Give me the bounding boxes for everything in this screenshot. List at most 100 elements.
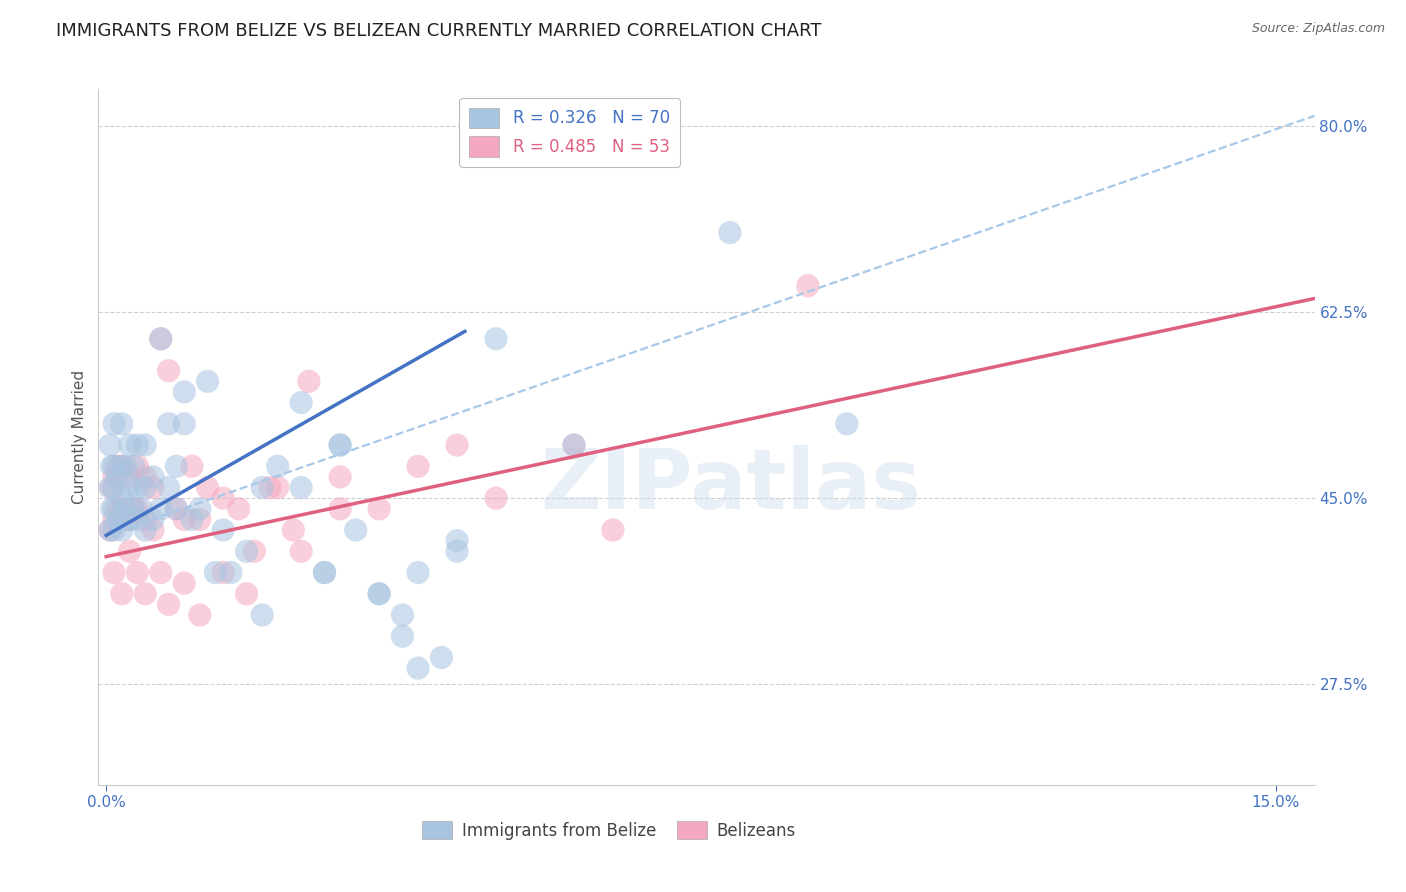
- Point: [134, 587, 156, 601]
- Point: [103, 566, 125, 580]
- Point: [114, 512, 136, 526]
- Point: [181, 512, 204, 526]
- Point: [118, 512, 141, 526]
- Point: [718, 226, 741, 240]
- Point: [111, 459, 134, 474]
- Point: [103, 481, 125, 495]
- Point: [127, 459, 149, 474]
- Point: [111, 523, 134, 537]
- Point: [107, 459, 129, 474]
- Point: [212, 491, 235, 505]
- Point: [165, 501, 187, 516]
- Point: [406, 566, 429, 580]
- Point: [329, 501, 352, 516]
- Point: [149, 332, 172, 346]
- Point: [446, 533, 468, 548]
- Legend: Immigrants from Belize, Belizeans: Immigrants from Belize, Belizeans: [416, 814, 803, 847]
- Point: [430, 650, 453, 665]
- Point: [219, 566, 242, 580]
- Point: [314, 566, 336, 580]
- Point: [173, 512, 195, 526]
- Point: [446, 544, 468, 558]
- Point: [118, 438, 141, 452]
- Point: [129, 501, 152, 516]
- Point: [212, 523, 235, 537]
- Point: [127, 501, 149, 516]
- Point: [107, 501, 129, 516]
- Point: [142, 481, 165, 495]
- Point: [149, 501, 172, 516]
- Point: [173, 384, 195, 399]
- Point: [107, 512, 129, 526]
- Point: [368, 587, 391, 601]
- Point: [165, 501, 187, 516]
- Point: [406, 459, 429, 474]
- Point: [98, 481, 121, 495]
- Point: [173, 576, 195, 591]
- Point: [111, 417, 134, 431]
- Point: [134, 512, 156, 526]
- Point: [157, 417, 180, 431]
- Point: [204, 566, 226, 580]
- Y-axis label: Currently Married: Currently Married: [72, 370, 87, 504]
- Point: [290, 544, 312, 558]
- Point: [134, 523, 156, 537]
- Point: [329, 470, 352, 484]
- Point: [122, 501, 145, 516]
- Point: [111, 587, 134, 601]
- Point: [103, 523, 125, 537]
- Point: [446, 438, 468, 452]
- Point: [188, 512, 211, 526]
- Point: [562, 438, 585, 452]
- Point: [127, 566, 149, 580]
- Point: [118, 512, 141, 526]
- Point: [368, 587, 391, 601]
- Point: [329, 438, 352, 452]
- Point: [127, 438, 149, 452]
- Point: [157, 481, 180, 495]
- Point: [100, 501, 122, 516]
- Point: [329, 438, 352, 452]
- Point: [173, 417, 195, 431]
- Point: [111, 501, 134, 516]
- Point: [259, 481, 281, 495]
- Point: [250, 607, 273, 622]
- Text: IMMIGRANTS FROM BELIZE VS BELIZEAN CURRENTLY MARRIED CORRELATION CHART: IMMIGRANTS FROM BELIZE VS BELIZEAN CURRE…: [56, 22, 821, 40]
- Point: [165, 459, 187, 474]
- Point: [485, 332, 508, 346]
- Point: [212, 566, 235, 580]
- Point: [314, 566, 336, 580]
- Point: [103, 459, 125, 474]
- Point: [122, 501, 145, 516]
- Point: [267, 459, 290, 474]
- Point: [114, 459, 136, 474]
- Point: [134, 438, 156, 452]
- Point: [100, 481, 122, 495]
- Point: [107, 470, 129, 484]
- Point: [197, 481, 219, 495]
- Point: [290, 481, 312, 495]
- Point: [103, 417, 125, 431]
- Point: [98, 438, 121, 452]
- Point: [98, 523, 121, 537]
- Point: [103, 501, 125, 516]
- Point: [290, 395, 312, 409]
- Point: [406, 661, 429, 675]
- Point: [127, 512, 149, 526]
- Point: [98, 523, 121, 537]
- Point: [103, 512, 125, 526]
- Point: [149, 332, 172, 346]
- Point: [103, 470, 125, 484]
- Point: [118, 544, 141, 558]
- Point: [197, 374, 219, 388]
- Point: [188, 607, 211, 622]
- Point: [391, 629, 413, 643]
- Point: [562, 438, 585, 452]
- Point: [391, 607, 413, 622]
- Point: [188, 501, 211, 516]
- Point: [243, 544, 266, 558]
- Point: [235, 544, 257, 558]
- Point: [485, 491, 508, 505]
- Point: [142, 470, 165, 484]
- Point: [118, 481, 141, 495]
